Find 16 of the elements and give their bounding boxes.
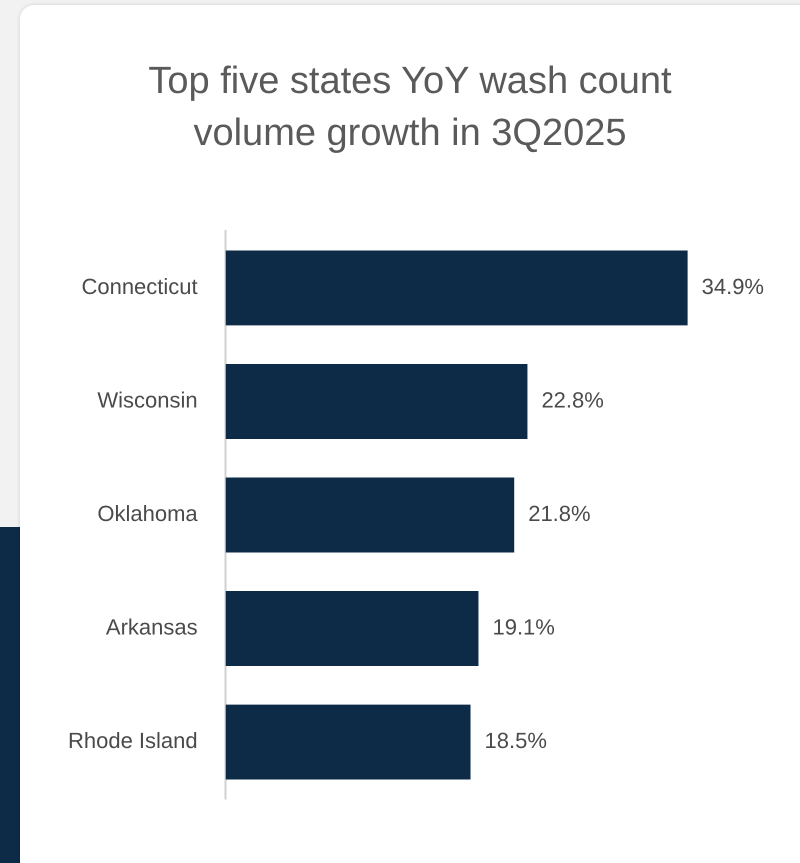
y-tick-label: Rhode Island <box>68 728 198 754</box>
chart-title: Top five states YoY wash count volume growth in 3Q2025 <box>147 59 673 156</box>
bar <box>226 704 471 780</box>
y-tick-label: Wisconsin <box>97 388 198 413</box>
y-tick-label: Oklahoma <box>97 501 198 526</box>
data-label: 19.1% <box>492 614 555 640</box>
data-label: 34.9% <box>702 274 764 300</box>
y-tick-label: Connecticut <box>81 274 198 300</box>
bar <box>226 478 514 552</box>
bar <box>226 591 478 666</box>
y-tick-label: Arkansas <box>106 614 198 640</box>
bar <box>226 364 528 439</box>
data-label: 18.5% <box>484 728 547 754</box>
data-label: 22.8% <box>541 388 604 413</box>
bar <box>226 250 688 326</box>
data-label: 21.8% <box>528 501 591 526</box>
